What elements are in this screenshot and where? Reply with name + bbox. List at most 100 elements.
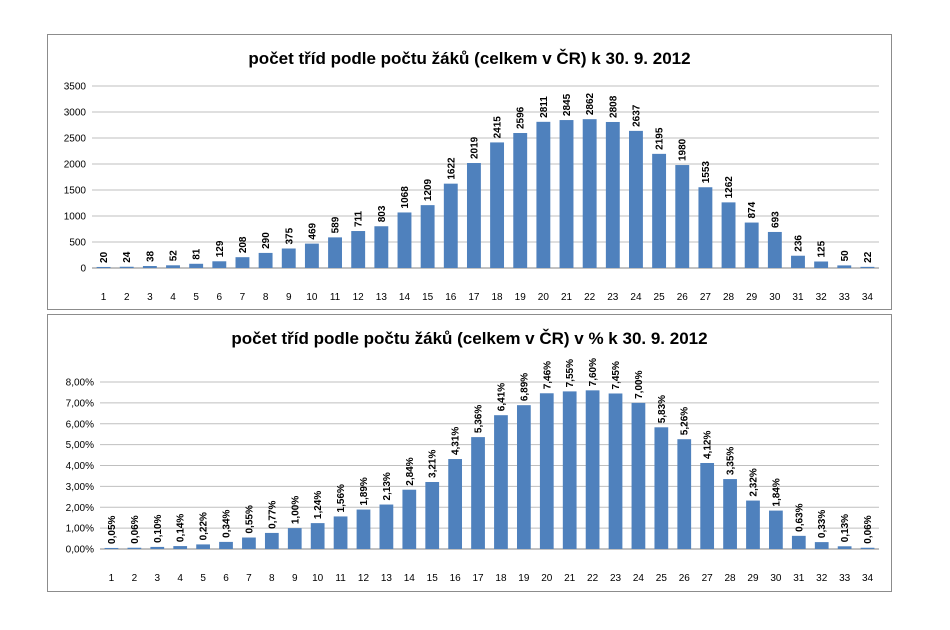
x-tick-label: 5 [193, 292, 199, 303]
data-label: 22 [863, 251, 874, 263]
data-label: 129 [215, 240, 226, 257]
bar [104, 547, 119, 549]
x-tick-label: 32 [816, 573, 828, 584]
x-tick-label: 3 [147, 292, 153, 303]
data-label: 2845 [562, 93, 573, 116]
bar [374, 226, 389, 268]
x-tick-label: 21 [561, 292, 573, 303]
x-tick-label: 21 [564, 573, 576, 584]
data-label: 0,05% [107, 515, 118, 543]
y-tick-label: 1,00% [66, 524, 94, 535]
x-tick-label: 16 [445, 292, 457, 303]
bar [513, 133, 528, 268]
y-tick-label: 6,00% [66, 419, 94, 430]
x-tick-label: 17 [472, 573, 484, 584]
bar [425, 481, 440, 549]
data-label: 2,84% [405, 457, 416, 485]
bar [333, 516, 348, 549]
bar [562, 391, 577, 549]
data-label: 2019 [469, 136, 480, 159]
bar [698, 187, 713, 268]
data-label: 1209 [423, 178, 434, 201]
data-label: 693 [770, 211, 781, 228]
bar [471, 437, 485, 549]
bar [559, 120, 574, 268]
chart-title: počet tříd podle počtu žáků (celkem v ČR… [231, 329, 708, 348]
x-tick-label: 3 [154, 573, 160, 584]
x-tick-label: 10 [312, 573, 324, 584]
x-tick-label: 15 [427, 573, 439, 584]
x-tick-label: 1 [101, 292, 107, 303]
data-label: 6,89% [519, 373, 530, 401]
data-label: 50 [840, 250, 851, 262]
y-tick-label: 7,00% [66, 398, 94, 409]
x-tick-label: 30 [770, 573, 782, 584]
bar [402, 489, 417, 549]
bar [219, 541, 233, 549]
y-tick-label: 2500 [64, 134, 87, 145]
y-tick-label: 8,00% [66, 378, 94, 389]
x-tick-label: 16 [450, 573, 462, 584]
data-label: 0,63% [794, 503, 805, 531]
x-tick-label: 10 [306, 292, 318, 303]
data-label: 1622 [446, 157, 457, 180]
x-tick-label: 33 [839, 292, 851, 303]
x-tick-label: 6 [217, 292, 223, 303]
x-tick-label: 34 [862, 573, 874, 584]
x-tick-label: 2 [124, 292, 130, 303]
data-label: 24 [122, 251, 133, 263]
data-label: 1262 [724, 176, 735, 199]
bar [814, 542, 829, 549]
data-label: 0,06% [863, 515, 874, 543]
data-label: 469 [307, 222, 318, 239]
bar [723, 479, 737, 549]
bar [150, 546, 165, 549]
bar [235, 257, 250, 268]
data-label: 2862 [585, 92, 596, 115]
data-label: 2637 [631, 104, 642, 127]
x-tick-label: 8 [263, 292, 269, 303]
x-tick-label: 29 [747, 573, 759, 584]
data-label: 874 [747, 201, 758, 218]
x-tick-label: 6 [223, 573, 229, 584]
data-label: 589 [331, 216, 342, 233]
x-tick-label: 27 [702, 573, 714, 584]
y-tick-label: 3,00% [66, 482, 94, 493]
bar [356, 509, 371, 549]
x-tick-label: 4 [170, 292, 176, 303]
bar [769, 510, 783, 549]
data-label: 2808 [608, 95, 619, 118]
x-tick-label: 13 [381, 573, 393, 584]
x-tick-label: 2 [132, 573, 138, 584]
y-tick-label: 3500 [64, 82, 87, 93]
data-label: 711 [354, 210, 365, 227]
data-label: 3,21% [428, 450, 439, 478]
y-tick-label: 0 [80, 264, 86, 275]
data-label: 1553 [701, 161, 712, 184]
bar [310, 523, 325, 549]
x-tick-label: 5 [200, 573, 206, 584]
bar [516, 405, 531, 549]
bar [791, 255, 805, 268]
data-label: 81 [192, 248, 203, 260]
bar [281, 248, 296, 268]
x-tick-label: 27 [700, 292, 712, 303]
y-tick-label: 2000 [64, 160, 87, 171]
x-tick-label: 14 [404, 573, 416, 584]
x-tick-label: 29 [746, 292, 758, 303]
data-label: 375 [284, 227, 295, 244]
x-tick-label: 24 [630, 292, 642, 303]
bar [536, 121, 551, 268]
x-tick-label: 9 [286, 292, 292, 303]
data-label: 7,00% [634, 370, 645, 398]
data-label: 0,22% [199, 512, 210, 540]
y-tick-label: 1500 [64, 186, 87, 197]
bar [677, 439, 692, 549]
x-tick-label: 30 [769, 292, 781, 303]
bar [582, 119, 597, 269]
data-label: 52 [169, 250, 180, 262]
x-tick-label: 4 [177, 573, 183, 584]
x-tick-label: 11 [330, 292, 341, 303]
data-label: 2811 [539, 96, 550, 118]
data-label: 0,33% [817, 510, 828, 538]
